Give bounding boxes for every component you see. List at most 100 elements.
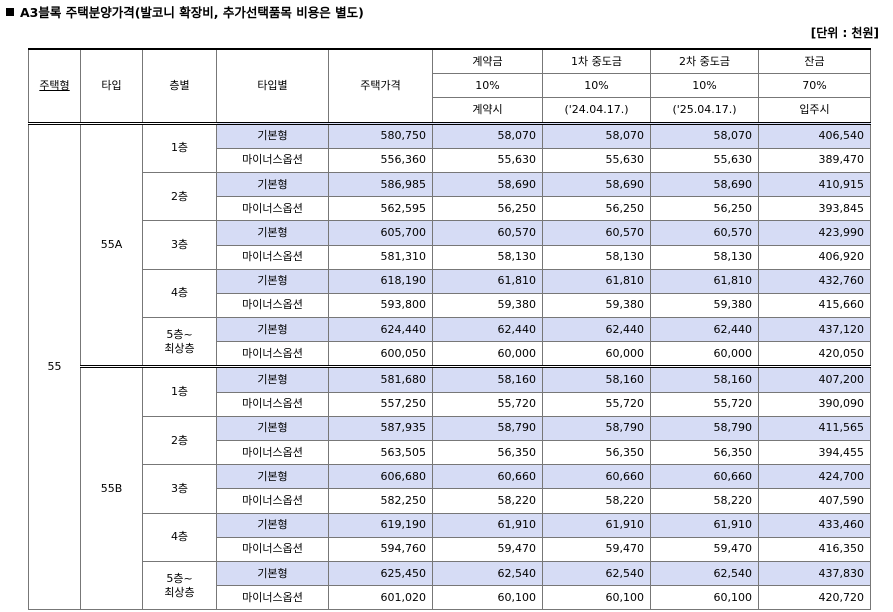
balance-cell: 420,720: [758, 585, 871, 611]
type-detail-cell: 마이너스옵션: [216, 292, 329, 319]
mid2-cell: 55,720: [650, 391, 759, 417]
header-mid2: 2차 중도금: [650, 48, 759, 75]
mid2-cell: 61,810: [650, 268, 759, 294]
price-cell: 587,935: [328, 415, 433, 442]
type-detail-cell: 마이너스옵션: [216, 439, 329, 466]
mid2-cell: 58,690: [650, 171, 759, 198]
header-mid1-when: ('24.04.17.): [542, 97, 651, 125]
floor-cell: 3층: [142, 220, 217, 270]
price-table: 주택형 타입 층별 타입별 주택가격 계약금 1차 중도금 2차 중도금 잔금 …: [28, 47, 871, 611]
mid1-cell: 61,910: [542, 512, 651, 538]
header-contract-pct: 10%: [432, 73, 543, 99]
header-mid1: 1차 중도금: [542, 48, 651, 75]
table-row: 5층~ 최상층 기본형 625,450 62,540 62,540 62,540 437,8…: [29, 560, 871, 611]
floor-cell: 5층~ 최상층: [142, 317, 217, 369]
contract-cell: 58,220: [432, 488, 543, 514]
mid2-cell: 58,130: [650, 244, 759, 270]
balance-cell: 433,460: [758, 512, 871, 538]
contract-cell: 62,440: [432, 317, 543, 343]
table-row: 2층 기본형 587,935 58,790 58,790 58,790 411,565: [29, 415, 871, 466]
balance-cell: 410,915: [758, 171, 871, 198]
price-cell: 600,050: [328, 341, 433, 369]
mid1-cell: 58,070: [542, 122, 651, 149]
balance-cell: 415,660: [758, 292, 871, 319]
contract-cell: 61,910: [432, 512, 543, 538]
table-row: 4층 기본형 618,190 61,810 61,810 61,810 432,760: [29, 268, 871, 319]
mid1-cell: 60,100: [542, 585, 651, 611]
mid1-cell: 62,540: [542, 560, 651, 587]
mid1-cell: 58,690: [542, 171, 651, 198]
mid2-cell: 60,000: [650, 341, 759, 369]
table-body: 55 55A 1층 기본형 580,750 58,070 58,070 58,070 406,5…: [28, 122, 871, 611]
type-detail-cell: 마이너스옵션: [216, 585, 329, 611]
table-row: 마이너스옵션 556,360 55,630 55,630 55,630 389,470: [29, 147, 871, 173]
mid2-cell: 58,790: [650, 415, 759, 442]
price-cell: 625,450: [328, 560, 433, 587]
table-row: 4층 기본형 619,190 61,910 61,910 61,910 433,460: [29, 512, 871, 562]
table-row: 마이너스옵션 581,310 58,130 58,130 58,130 406,920: [29, 244, 871, 270]
contract-cell: 58,790: [432, 415, 543, 442]
balance-cell: 411,565: [758, 415, 871, 442]
balance-cell: 406,920: [758, 244, 871, 270]
mid1-cell: 55,630: [542, 147, 651, 173]
price-cell: 581,680: [328, 366, 433, 393]
table-row: 마이너스옵션 594,760 59,470 59,470 59,470 416,350: [29, 536, 871, 562]
price-cell: 601,020: [328, 585, 433, 611]
header-house-type: 주택형: [28, 47, 81, 125]
balance-cell: 389,470: [758, 147, 871, 173]
floor-cell: 4층: [142, 512, 217, 562]
table-row: 5층~ 최상층 기본형 624,440 62,440 62,440 62,440 437,1…: [29, 317, 871, 369]
type-detail-cell: 마이너스옵션: [216, 391, 329, 417]
price-cell: 557,250: [328, 391, 433, 417]
balance-cell: 390,090: [758, 391, 871, 417]
price-cell: 594,760: [328, 536, 433, 562]
balance-cell: 420,050: [758, 341, 871, 369]
mid2-cell: 59,380: [650, 292, 759, 319]
mid2-cell: 59,470: [650, 536, 759, 562]
type-detail-cell: 기본형: [216, 268, 329, 294]
balance-cell: 407,590: [758, 488, 871, 514]
contract-cell: 58,160: [432, 366, 543, 393]
type-detail-cell: 기본형: [216, 512, 329, 538]
type-detail-cell: 기본형: [216, 366, 329, 393]
mid2-cell: 61,910: [650, 512, 759, 538]
price-cell: 586,985: [328, 171, 433, 198]
mid1-cell: 60,000: [542, 341, 651, 369]
mid2-cell: 62,440: [650, 317, 759, 343]
header-price: 주택가격: [328, 47, 433, 125]
mid2-cell: 58,070: [650, 122, 759, 149]
type-detail-cell: 마이너스옵션: [216, 488, 329, 514]
mid2-cell: 58,220: [650, 488, 759, 514]
mid1-cell: 62,440: [542, 317, 651, 343]
header-balance-when: 입주시: [758, 97, 871, 125]
price-cell: 624,440: [328, 317, 433, 343]
type-detail-cell: 마이너스옵션: [216, 536, 329, 562]
table-row: 마이너스옵션 601,020 60,100 60,100 60,100 420,720: [29, 585, 871, 611]
price-cell: 606,680: [328, 464, 433, 490]
price-cell: 619,190: [328, 512, 433, 538]
balance-cell: 437,830: [758, 560, 871, 587]
house-type-cell: 55: [28, 122, 81, 611]
header-contract: 계약금: [432, 48, 543, 75]
type-detail-cell: 마이너스옵션: [216, 196, 329, 222]
balance-cell: 406,540: [758, 122, 871, 149]
header-floor: 층별: [142, 47, 217, 125]
contract-cell: 55,720: [432, 391, 543, 417]
type-detail-cell: 기본형: [216, 122, 329, 149]
header-mid2-when: ('25.04.17.): [650, 97, 759, 125]
floor-cell: 2층: [142, 415, 217, 466]
header-type: 타입: [80, 47, 143, 125]
price-cell: 556,360: [328, 147, 433, 173]
mid2-cell: 60,100: [650, 585, 759, 611]
type-detail-cell: 기본형: [216, 317, 329, 343]
type-detail-cell: 기본형: [216, 464, 329, 490]
balance-cell: 394,455: [758, 439, 871, 466]
header-balance-pct: 70%: [758, 73, 871, 99]
mid1-cell: 59,380: [542, 292, 651, 319]
mid1-cell: 58,790: [542, 415, 651, 442]
price-cell: 582,250: [328, 488, 433, 514]
contract-cell: 55,630: [432, 147, 543, 173]
contract-cell: 62,540: [432, 560, 543, 587]
header-contract-when: 계약시: [432, 97, 543, 125]
floor-cell: 1층: [142, 366, 217, 417]
